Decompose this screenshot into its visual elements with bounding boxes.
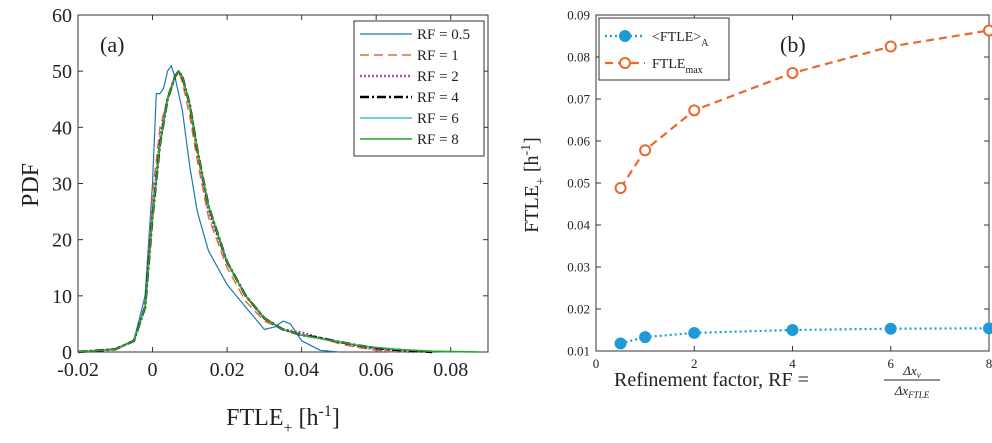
panel-b-data-point [614,182,627,195]
panel-b-legend-label: <FTLE>A [652,30,709,49]
panel-b-series-line [620,327,990,345]
panel-a-ylabel: PDF [18,163,44,207]
panel-a-xtick-label: 0.08 [433,359,468,381]
panel-b-ytick-label: 0.01 [567,344,590,359]
panel-b-xtick-label: 4 [789,356,796,371]
panel-b: 0 2 4 6 8 0.01 0.02 0.03 0.04 0.05 0.06 0.07 0.08 0.0… [519,8,992,400]
panel-a-xtick-label: 0 [148,359,158,381]
panel-b-legend-marker [619,57,631,69]
panel-b-data-point [688,326,701,339]
panel-a-series-line [77,70,395,353]
panel-b-legend: <FTLE>A FTLEmax [598,17,730,81]
panel-a-ytick-label: 0 [62,342,72,364]
panel-b-ylabel: FTLE+ [h-1] [519,137,549,233]
panel-a-legend-label: RF = 0.5 [417,27,470,43]
panel-a-legend-label: RF = 6 [417,111,459,127]
panel-a-xtick-label: 0.02 [210,359,245,381]
panel-b-data-point [688,104,701,117]
panel-b-ytick-label: 0.08 [567,50,590,65]
panel-b-data-point [786,66,799,79]
panel-a-lines [77,64,481,354]
panel-b-data-point [884,322,897,335]
panel-a-series-line [77,70,481,353]
panel-b-ticks: 0 2 4 6 8 0.01 0.02 0.03 0.04 0.05 0.06 0.07 0.08 0.0… [567,8,992,371]
panel-a-ytick-label: 50 [52,61,72,83]
panel-b-xlabel-text: Refinement factor, RF = [614,369,809,391]
panel-b-xlabel: Refinement factor, RF = Δxv ΔxFTLE [614,363,940,400]
panel-a-ytick-label: 40 [52,117,72,139]
panel-b-xtick-label: 6 [888,356,895,371]
panel-b-xtick-label: 0 [593,356,600,371]
panel-b-data-point [786,324,799,336]
panel-b-data-point [884,40,897,53]
panel-b-ytick-label: 0.03 [567,260,590,275]
panel-a-label: (a) [100,32,124,57]
panel-a-ytick-label: 60 [52,5,72,27]
panel-a-ytick-label: 30 [52,174,72,196]
panel-b-label: (b) [780,32,806,57]
panel-a-legend-label: RF = 8 [417,132,459,148]
panel-b-ytick-label: 0.06 [567,134,590,149]
panel-a-legend-label: RF = 4 [417,90,459,106]
panel-a-xlabel: FTLE+ [h-1] [226,403,340,437]
panel-a-legend-label: RF = 2 [417,69,459,85]
panel-b-xlabel-denominator: ΔxFTLE [894,383,930,400]
panel-b-data-point [614,337,627,350]
panel-a-legend-label: RF = 1 [417,48,459,64]
panel-a-xtick-label: 0.06 [359,359,394,381]
panel-a-xtick-label: -0.02 [57,359,99,381]
panel-b-xtick-label: 8 [986,356,992,371]
panel-a-series-line [77,64,339,353]
panel-b-xtick-label: 2 [691,356,698,371]
panel-b-data-point [983,322,992,335]
panel-b-ytick-label: 0.07 [567,92,590,107]
panel-b-ytick-label: 0.05 [567,176,590,191]
panel-b-data-point [639,144,652,157]
panel-a-legend: RF = 0.5 RF = 1 RF = 2 RF = 4 RF = 6 RF = 8 [353,20,485,157]
panel-b-ytick-label: 0.02 [567,302,590,317]
panel-b-xlabel-numerator: Δxv [902,363,920,380]
panel-a-ytick-label: 10 [52,286,72,308]
panel-b-series-line [619,29,990,189]
panel-a-xtick-label: 0.04 [284,359,319,381]
panel-a-legend-box [353,20,485,157]
panel-b-ytick-label: 0.04 [567,218,590,233]
panel-b-lines [614,24,992,350]
panel-b-legend-box [598,17,730,81]
panel-b-legend-marker [619,30,631,42]
panel-b-data-point [983,24,992,37]
panel-b-legend-label: FTLEmax [652,57,703,76]
panel-b-data-point [639,331,652,344]
panel-a-ytick-label: 20 [52,230,72,252]
panel-b-ytick-label: 0.09 [567,8,590,23]
